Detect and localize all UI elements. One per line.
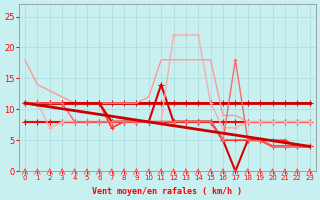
X-axis label: Vent moyen/en rafales ( km/h ): Vent moyen/en rafales ( km/h ) bbox=[92, 187, 242, 196]
